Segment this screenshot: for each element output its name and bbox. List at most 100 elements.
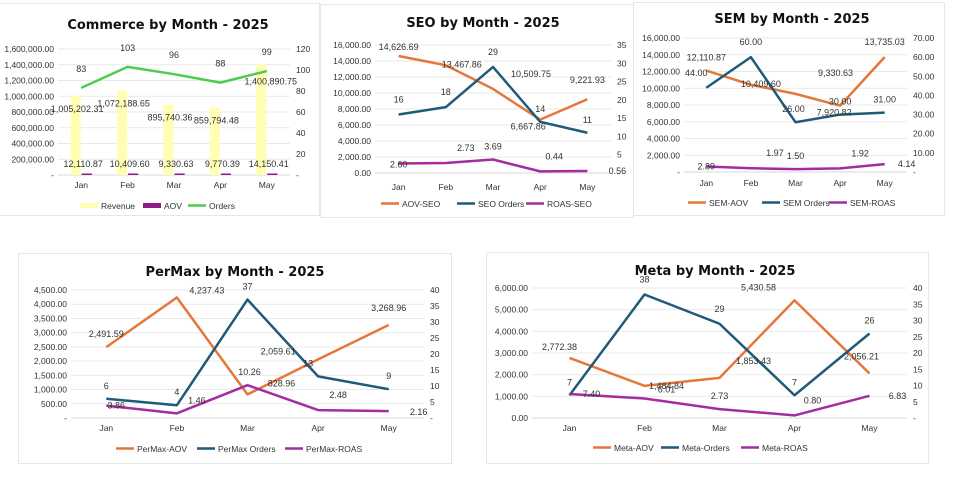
data-label: 1,072,188.65 (97, 99, 150, 109)
y-right-tick-label: 30.00 (913, 110, 935, 120)
y-left-tick-label: 1,000.00 (34, 385, 67, 395)
data-label: 10.26 (238, 367, 261, 377)
seo-chart-svg: SEO by Month - 2025 0.00 2,000.00 4,000.00… (333, 16, 627, 209)
data-label: 9 (386, 371, 391, 381)
y-left-tick-label: 1,600,000.00 (4, 44, 54, 54)
x-tick-label: Feb (120, 180, 135, 190)
y-right-tick-label: 40.00 (913, 90, 935, 100)
data-label: 29 (488, 47, 498, 57)
y-left-tick-label: 14,000.00 (642, 50, 680, 60)
data-label: 6,667.86 (511, 122, 546, 132)
data-label: 18 (441, 87, 451, 97)
x-tick-label: Apr (214, 180, 227, 190)
data-label: 1,005,202.31 (51, 104, 104, 114)
data-label: 1.97 (766, 148, 784, 158)
data-label: 1.92 (851, 148, 869, 158)
y-right-tick-label: - (617, 168, 620, 178)
y-right-tick-label: 35 (913, 299, 923, 309)
y-left-tick-label: 12,000.00 (642, 67, 680, 77)
data-label: 6.01 (658, 384, 676, 394)
chart-title: SEM by Month - 2025 (714, 12, 869, 27)
data-label: 37 (242, 282, 252, 292)
bar-aov (81, 173, 92, 175)
data-label: 12,110.87 (687, 53, 726, 63)
x-tick-label: May (877, 178, 894, 188)
y-left-tick-label: 5,000.00 (495, 305, 528, 315)
y-right-tick-label: 60 (296, 107, 306, 117)
y-right-tick-label: - (913, 413, 916, 423)
meta-chart-svg: Meta by Month - 2025 0.00 1,000.00 2,000.0… (495, 264, 923, 453)
x-tick-label: Mar (486, 182, 501, 192)
chart-title: Commerce by Month - 2025 (67, 18, 268, 33)
meta-chart[interactable]: Meta by Month - 2025 0.00 1,000.00 2,000.0… (486, 252, 929, 464)
data-label: 1.50 (787, 151, 805, 161)
bar-revenue (256, 64, 267, 175)
y-right-tick-label: 15 (617, 113, 627, 123)
y-right-tick-label: 25 (430, 333, 440, 343)
permax-chart-svg: PerMax by Month - 2025 - 500.00 1,000.00 1,… (34, 265, 440, 454)
y-right-tick-label: 35 (617, 40, 627, 50)
y-left-tick-label: 4,000.00 (34, 299, 67, 309)
x-tick-label: Jan (392, 182, 406, 192)
y-left-tick-label: 4,500.00 (34, 285, 67, 295)
data-label: 31.00 (873, 95, 896, 105)
y-left-tick-label: 6,000.00 (338, 120, 371, 130)
seo-chart[interactable]: SEO by Month - 2025 0.00 2,000.00 4,000.00… (320, 4, 634, 218)
legend-label: PerMax-AOV (137, 444, 187, 454)
y-right-tick-label: 60.00 (913, 52, 935, 62)
y-left-tick-label: 2,000.00 (647, 150, 680, 160)
data-label: 3.69 (484, 142, 502, 152)
y-right-tick-label: 20 (296, 149, 306, 159)
x-tick-label: Jan (99, 423, 113, 433)
y-left-tick-label: 600,000.00 (11, 123, 54, 133)
sem-chart[interactable]: SEM by Month - 2025 - 2,000.00 4,000.00 6,0… (633, 2, 945, 216)
data-label: 9,330.63 (818, 68, 853, 78)
data-label: 2.60 (390, 159, 408, 169)
y-left-tick-label: 3,000.00 (495, 348, 528, 358)
y-left-tick-label: 6,000.00 (495, 283, 528, 293)
y-right-tick-label: 15 (913, 364, 923, 374)
y-left-tick-label: 1,400,000.00 (4, 60, 54, 70)
y-left-tick-label: - (64, 413, 67, 423)
data-label: 9,770.39 (205, 159, 240, 169)
x-tick-label: Feb (438, 182, 453, 192)
y-left-tick-label: 1,200,000.00 (4, 76, 54, 86)
chart-title: Meta by Month - 2025 (635, 264, 796, 279)
y-left-tick-label: 800,000.00 (11, 107, 54, 117)
permax-chart[interactable]: PerMax by Month - 2025 - 500.00 1,000.00 1,… (18, 253, 452, 464)
bar-aov (174, 173, 185, 175)
data-label: 2.16 (410, 407, 428, 417)
sem-chart-svg: SEM by Month - 2025 - 2,000.00 4,000.00 6,0… (642, 12, 935, 208)
data-label: 7.40 (583, 389, 601, 399)
data-label: 4 (174, 387, 179, 397)
y-left-tick-label: - (677, 167, 680, 177)
x-tick-label: Mar (788, 178, 803, 188)
y-right-tick-label: 30 (913, 316, 923, 326)
y-right-tick-label: 10.00 (913, 148, 935, 158)
y-right-tick-label: 70.00 (913, 33, 935, 43)
y-left-tick-label: 4,000.00 (647, 134, 680, 144)
data-label: 10,409.60 (741, 79, 781, 89)
y-right-tick-label: 15 (430, 365, 440, 375)
data-label: 0.80 (804, 395, 822, 405)
data-label: 2,491.59 (89, 329, 124, 339)
x-tick-label: Mar (240, 423, 255, 433)
x-tick-label: Jan (74, 180, 88, 190)
y-right-tick-label: 80 (296, 86, 306, 96)
commerce-chart[interactable]: Commerce by Month - 2025 - 200,000.00 400,… (0, 3, 320, 216)
y-right-tick-label: - (430, 413, 433, 423)
data-label: 6 (104, 381, 109, 391)
data-label: 88 (215, 59, 225, 69)
y-left-tick-label: 2,000.00 (338, 152, 371, 162)
data-label: 9,221.93 (570, 75, 605, 85)
data-label: 99 (262, 47, 272, 57)
data-label: 2.73 (457, 143, 475, 153)
y-left-tick-label: 12,000.00 (333, 72, 371, 82)
legend-label: SEM Orders (783, 198, 830, 208)
y-left-tick-label: 1,000,000.00 (4, 91, 54, 101)
y-right-tick-label: 10 (617, 131, 627, 141)
y-left-tick-label: 3,500.00 (34, 313, 67, 323)
y-left-tick-label: 6,000.00 (647, 117, 680, 127)
y-left-tick-label: 10,000.00 (333, 88, 371, 98)
legend-swatch (80, 203, 98, 208)
